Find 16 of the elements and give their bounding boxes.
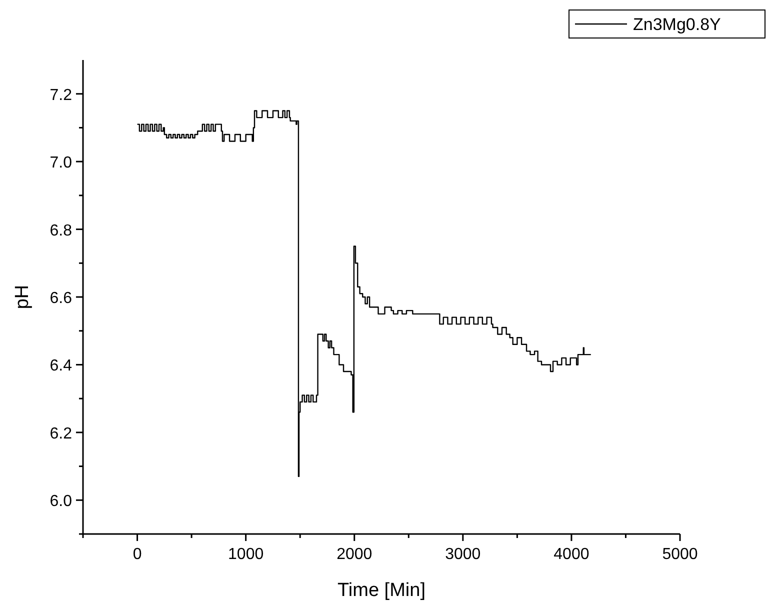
legend-label: Zn3Mg0.8Y [633, 15, 721, 34]
y-tick-label: 6.4 [50, 358, 72, 375]
x-axis-title: Time [Min] [338, 580, 426, 601]
y-tick-label: 6.6 [50, 290, 72, 307]
y-tick-label: 6.8 [50, 222, 72, 240]
y-tick-label: 6.2 [50, 425, 72, 442]
y-tick-label: 7.2 [50, 86, 72, 104]
x-tick-label: 3000 [445, 546, 481, 563]
x-tick-label: 4000 [554, 546, 590, 563]
y-tick-label: 7.0 [50, 154, 72, 172]
y-axis-title: pH [12, 284, 33, 310]
x-tick-label: 2000 [336, 546, 372, 563]
y-tick-label: 6.0 [50, 493, 72, 510]
x-tick-label: 0 [132, 546, 142, 563]
x-tick-label: 5000 [662, 546, 698, 563]
x-tick-label: 1000 [228, 546, 264, 563]
